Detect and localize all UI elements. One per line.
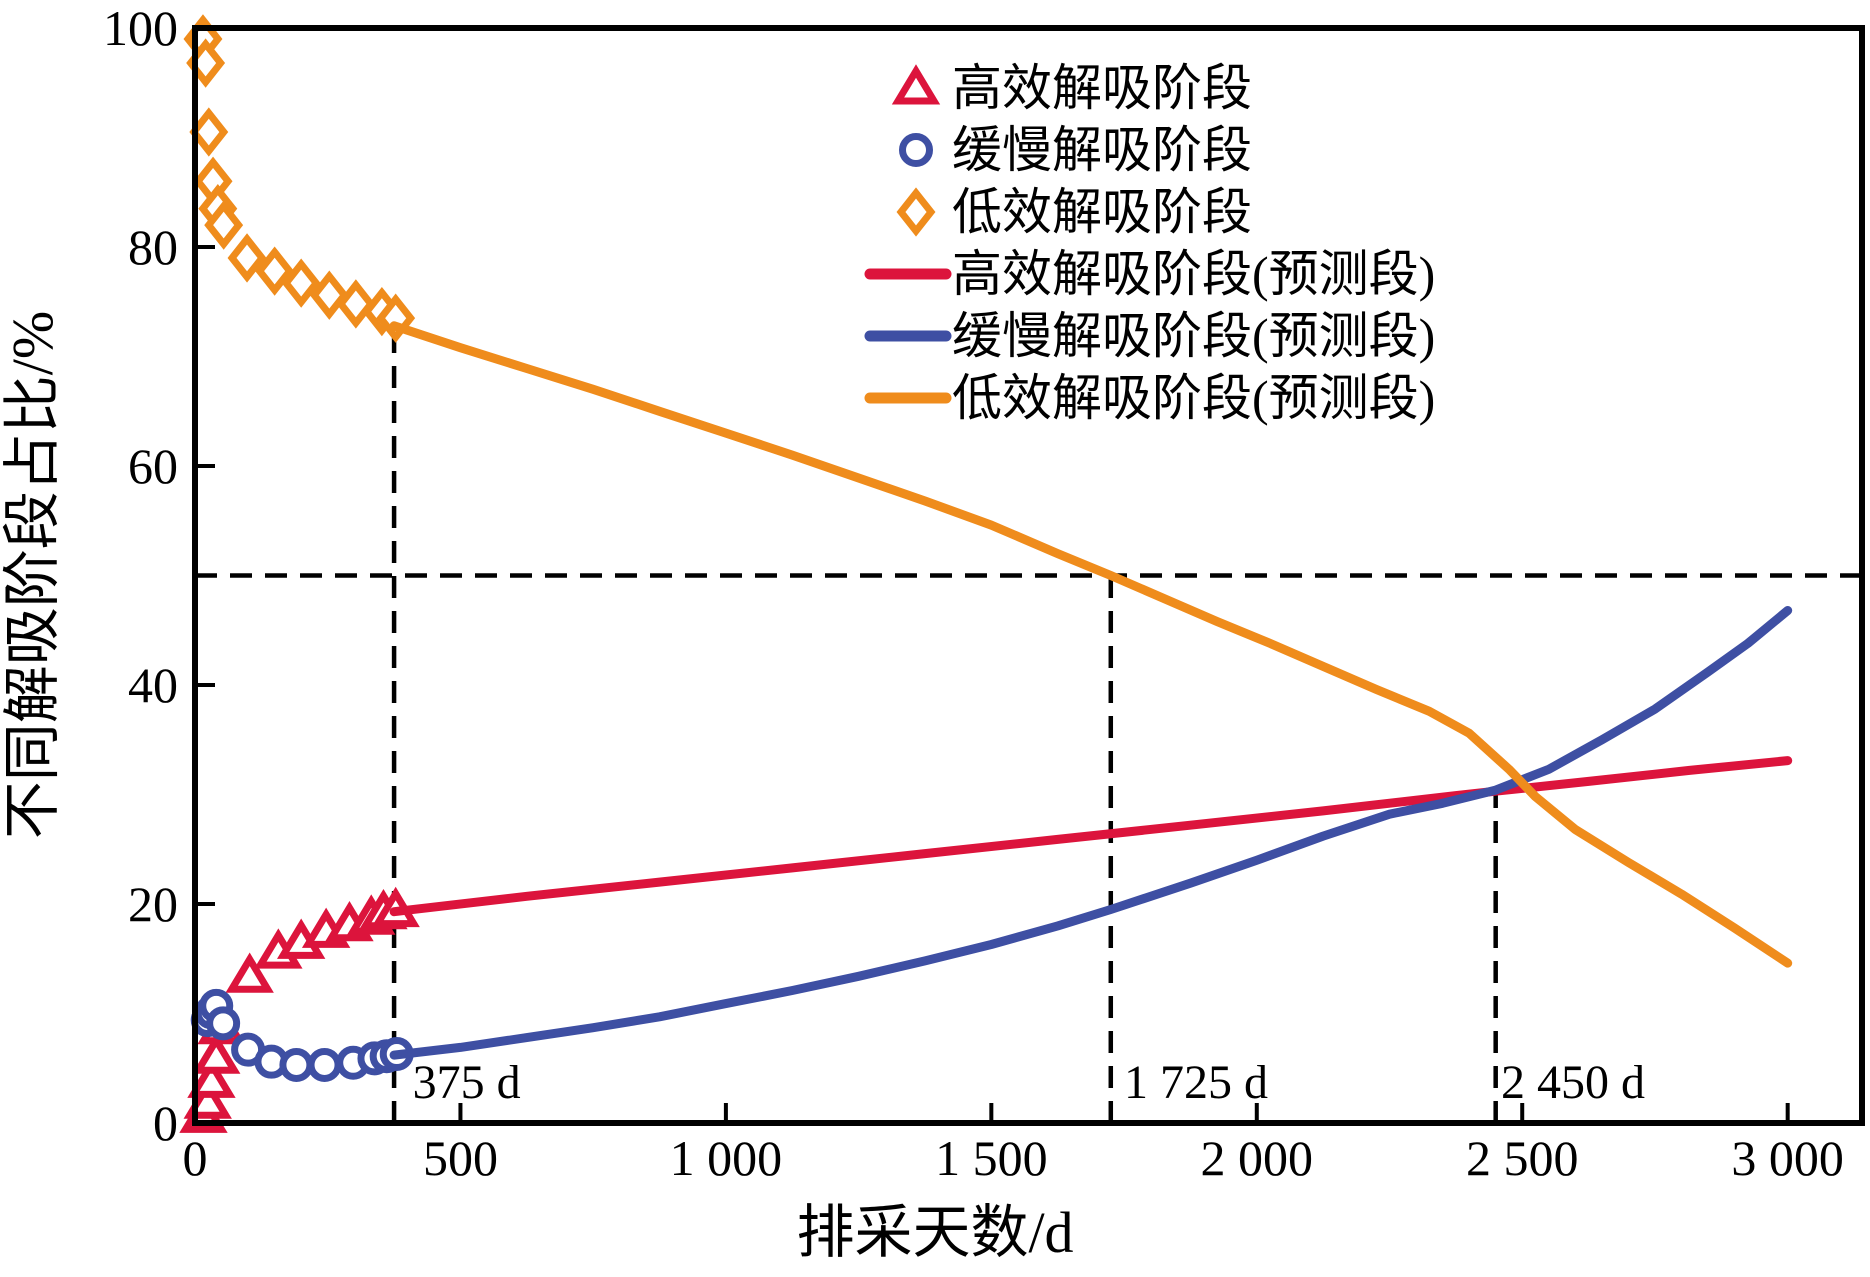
legend-label: 高效解吸阶段 bbox=[952, 60, 1252, 116]
y-tick-label: 0 bbox=[153, 1095, 178, 1151]
legend-item: 缓慢解吸阶段(预测段) bbox=[864, 308, 1435, 364]
x-tick-label: 2 000 bbox=[1201, 1130, 1314, 1186]
x-tick-label: 0 bbox=[183, 1130, 208, 1186]
annotation-1725d: 1 725 d bbox=[1124, 1056, 1268, 1109]
legend-item: 高效解吸阶段 bbox=[891, 60, 1252, 116]
legend-label: 低效解吸阶段 bbox=[952, 184, 1252, 240]
triangle-marker bbox=[183, 1078, 232, 1119]
x-axis-title: 排采天数/d bbox=[796, 1200, 1073, 1265]
legend-item: 低效解吸阶段(预测段) bbox=[864, 370, 1435, 426]
diamond-marker bbox=[281, 258, 321, 308]
triangle-marker bbox=[891, 64, 941, 105]
series-低效解吸阶段 bbox=[183, 14, 416, 343]
x-tick-label: 3 000 bbox=[1731, 1130, 1844, 1186]
circle-marker bbox=[206, 1006, 241, 1041]
series-高效解吸阶段(预测段) bbox=[389, 756, 1793, 917]
y-axis-title: 不同解吸阶段占比/% bbox=[0, 311, 65, 839]
x-tick-label: 2 500 bbox=[1466, 1130, 1579, 1186]
legend-item: 低效解吸阶段 bbox=[896, 184, 1252, 240]
diamond-marker bbox=[309, 270, 349, 320]
prediction-curve bbox=[389, 606, 1793, 1060]
diamond-marker bbox=[336, 279, 376, 329]
triangle-marker bbox=[192, 1033, 241, 1074]
series-缓慢解吸阶段 bbox=[190, 988, 414, 1082]
diamond-marker bbox=[896, 187, 936, 237]
legend-label: 缓慢解吸阶段 bbox=[952, 122, 1252, 178]
y-tick-label: 40 bbox=[128, 657, 178, 713]
x-tick-label: 500 bbox=[423, 1130, 498, 1186]
circle-marker bbox=[307, 1047, 342, 1082]
circle-marker bbox=[279, 1047, 314, 1082]
triangle-marker bbox=[225, 952, 274, 993]
diamond-marker bbox=[227, 233, 267, 283]
prediction-curve bbox=[389, 756, 1793, 917]
annotation-2450d: 2 450 d bbox=[1501, 1056, 1645, 1109]
series-低效解吸阶段(预测段) bbox=[389, 321, 1793, 968]
diamond-marker bbox=[189, 107, 229, 157]
circle-marker bbox=[899, 133, 933, 167]
plot-frame bbox=[192, 25, 1865, 1126]
series-缓慢解吸阶段(预测段) bbox=[389, 606, 1793, 1060]
x-tick-label: 1 000 bbox=[670, 1130, 783, 1186]
legend-item: 缓慢解吸阶段 bbox=[899, 122, 1252, 178]
y-tick-label: 100 bbox=[103, 0, 178, 56]
triangle-marker bbox=[187, 1057, 236, 1098]
diamond-marker bbox=[255, 246, 295, 296]
prediction-curve bbox=[389, 321, 1793, 968]
y-tick-label: 60 bbox=[128, 438, 178, 494]
legend-label: 低效解吸阶段(预测段) bbox=[952, 370, 1435, 426]
y-tick-label: 20 bbox=[128, 876, 178, 932]
legend-item: 高效解吸阶段(预测段) bbox=[864, 246, 1435, 302]
x-tick-label: 1 500 bbox=[935, 1130, 1048, 1186]
y-tick-label: 80 bbox=[128, 219, 178, 275]
legend-label: 高效解吸阶段(预测段) bbox=[952, 246, 1435, 302]
legend-label: 缓慢解吸阶段(预测段) bbox=[952, 308, 1435, 364]
diamond-marker bbox=[204, 200, 244, 250]
annotation-375d: 375 d bbox=[413, 1056, 521, 1109]
